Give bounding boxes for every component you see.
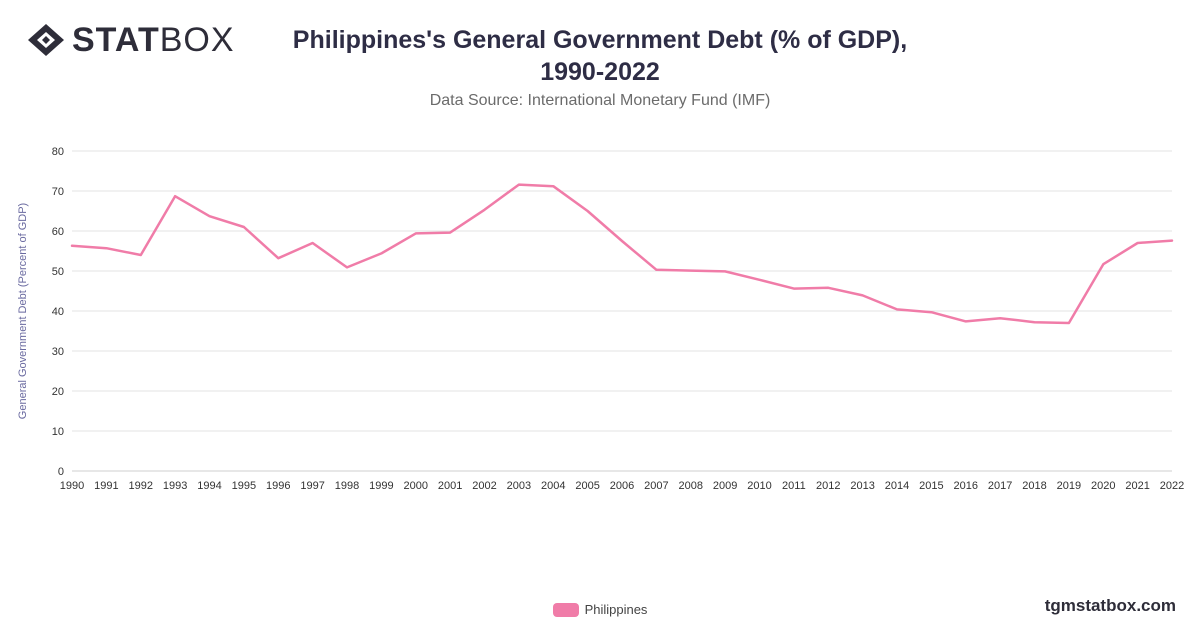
x-tick-label: 2013	[850, 480, 874, 492]
y-tick-label: 50	[52, 266, 64, 278]
x-tick-label: 2011	[782, 480, 806, 492]
data-point	[277, 257, 279, 259]
data-point	[380, 252, 382, 254]
data-point	[724, 270, 726, 272]
data-point	[861, 294, 863, 296]
x-tick-label: 2010	[747, 480, 771, 492]
x-tick-label: 1999	[369, 480, 393, 492]
x-tick-label: 2015	[919, 480, 943, 492]
data-point	[174, 195, 176, 197]
diamond-logo-icon	[28, 24, 64, 56]
chart-title-line-1: Philippines's General Government Debt (%…	[292, 26, 908, 54]
y-tick-label: 10	[52, 426, 64, 438]
data-point	[793, 287, 795, 289]
x-tick-label: 2019	[1057, 480, 1081, 492]
x-tick-label: 1993	[163, 480, 187, 492]
x-tick-label: 1995	[232, 480, 256, 492]
data-point	[896, 308, 898, 310]
x-tick-label: 2004	[541, 480, 565, 492]
x-tick-label: 2017	[988, 480, 1012, 492]
data-point	[1136, 242, 1138, 244]
data-point	[552, 185, 554, 187]
x-tick-label: 2021	[1125, 480, 1149, 492]
y-tick-label: 0	[58, 466, 64, 478]
y-tick-label: 80	[52, 146, 64, 158]
data-point	[243, 226, 245, 228]
data-point	[586, 210, 588, 212]
y-tick-label: 30	[52, 346, 64, 358]
x-tick-label: 1992	[129, 480, 153, 492]
x-tick-label: 2002	[472, 480, 496, 492]
x-tick-label: 2018	[1022, 480, 1046, 492]
x-tick-label: 1996	[266, 480, 290, 492]
x-tick-label: 2000	[404, 480, 428, 492]
legend-label: Philippines	[584, 602, 648, 617]
data-point	[965, 320, 967, 322]
x-tick-label: 2005	[575, 480, 599, 492]
x-tick-label: 2012	[816, 480, 840, 492]
data-point	[758, 279, 760, 281]
data-point	[449, 231, 451, 233]
chart-subtitle: Data Source: International Monetary Fund…	[429, 92, 771, 109]
data-point	[1171, 239, 1173, 241]
data-point	[655, 269, 657, 271]
data-point	[999, 317, 1001, 319]
y-tick-label: 70	[52, 186, 64, 198]
chart-legend: Philippines	[0, 602, 1200, 617]
data-point	[140, 254, 142, 256]
data-point	[71, 245, 73, 247]
logo-text-light: BOX	[159, 21, 235, 59]
chart-title-line-2: 1990-2022	[540, 58, 660, 86]
data-point	[1068, 322, 1070, 324]
x-tick-label: 2016	[954, 480, 978, 492]
data-point	[1033, 321, 1035, 323]
data-point	[483, 209, 485, 211]
y-tick-label: 60	[52, 226, 64, 238]
x-tick-label: 1997	[300, 480, 324, 492]
chart-title: Philippines's General Government Debt (%…	[250, 24, 950, 88]
y-tick-label: 40	[52, 306, 64, 318]
x-tick-label: 2008	[679, 480, 703, 492]
statbox-logo: STATBOX	[26, 22, 235, 58]
x-tick-label: 2022	[1160, 480, 1184, 492]
x-tick-label: 2006	[610, 480, 634, 492]
site-url: tgmstatbox.com	[1044, 596, 1176, 615]
data-point	[346, 266, 348, 268]
data-point	[1102, 263, 1104, 265]
logo-text: STATBOX	[72, 22, 235, 58]
series-line-philippines	[70, 183, 1174, 325]
x-tick-label: 2009	[713, 480, 737, 492]
logo-text-bold: STAT	[72, 21, 160, 59]
legend-swatch	[552, 602, 579, 617]
data-point	[208, 215, 210, 217]
x-tick-label: 2020	[1091, 480, 1115, 492]
data-point	[930, 311, 932, 313]
x-tick-label: 1998	[335, 480, 359, 492]
x-tick-label: 1991	[94, 480, 118, 492]
data-point	[621, 240, 623, 242]
data-point	[105, 247, 107, 249]
data-point	[827, 287, 829, 289]
x-tick-label: 1990	[60, 480, 84, 492]
data-point	[415, 232, 417, 234]
y-tick-label: 20	[52, 386, 64, 398]
x-tick-label: 2003	[507, 480, 531, 492]
x-tick-label: 1994	[197, 480, 221, 492]
x-tick-label: 2001	[438, 480, 462, 492]
data-point	[311, 242, 313, 244]
data-point	[518, 183, 520, 185]
x-tick-label: 2014	[885, 480, 909, 492]
x-tick-label: 2007	[644, 480, 668, 492]
y-axis-label: General Government Debt (Percent of GDP)	[17, 203, 29, 419]
data-point	[690, 269, 692, 271]
